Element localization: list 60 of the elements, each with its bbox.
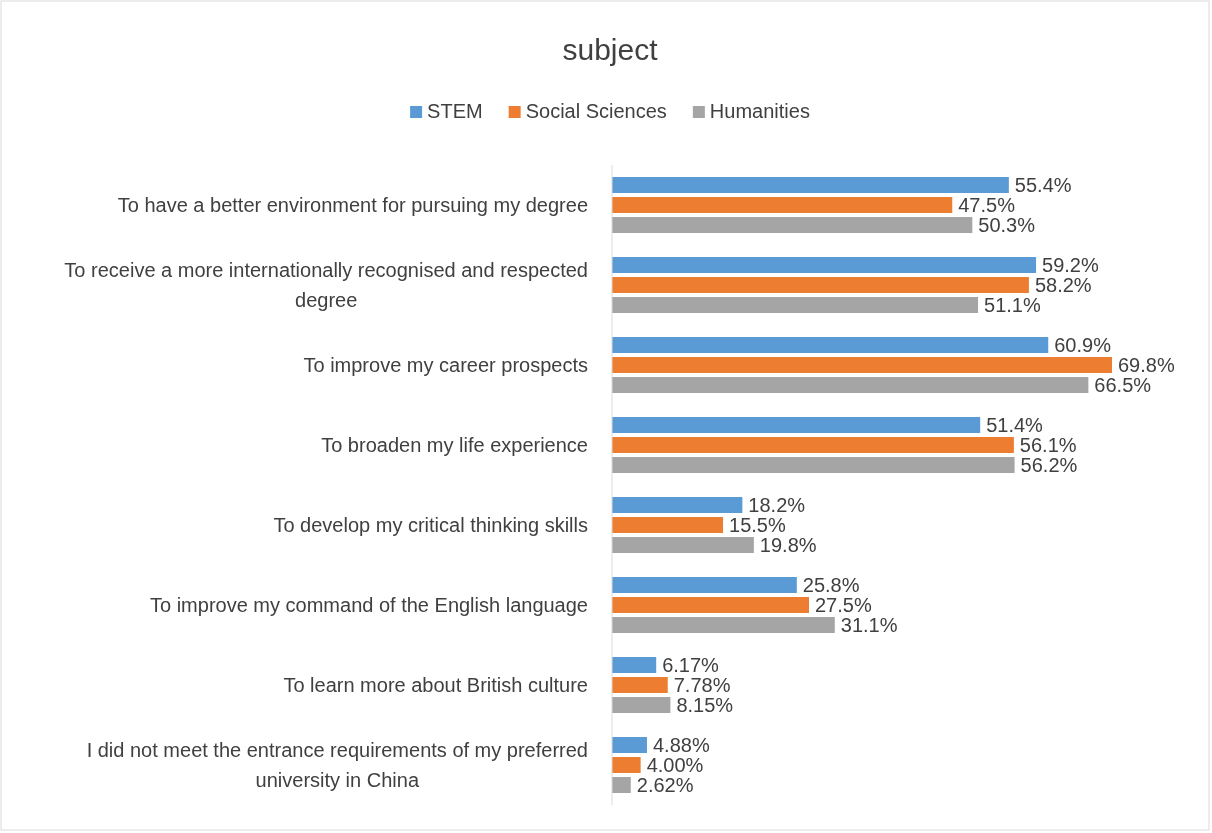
data-label: 2.62% (636, 774, 694, 796)
data-label: 56.1% (1019, 434, 1077, 456)
bar (612, 197, 953, 213)
bar (612, 597, 809, 613)
bar (612, 417, 981, 433)
bar (612, 657, 657, 673)
bar (612, 357, 1112, 373)
bar (612, 257, 1037, 273)
data-label: 7.78% (673, 674, 731, 696)
bar (612, 217, 973, 233)
data-label: 4.00% (646, 754, 704, 776)
bar (612, 517, 724, 533)
data-label: 19.8% (759, 534, 817, 556)
legend-label: Social Sciences (525, 100, 667, 122)
data-label: 58.2% (1034, 274, 1092, 296)
data-label: 8.15% (676, 694, 734, 716)
y-tick-label: I did not meet the entrance requirements of my preferred university in China (86, 739, 588, 791)
data-label: 59.2% (1042, 254, 1099, 276)
data-label: 69.8% (1118, 354, 1175, 376)
data-label: 47.5% (958, 194, 1016, 216)
data-label: 4.88% (652, 734, 710, 756)
bar (612, 697, 671, 713)
bar (612, 277, 1029, 293)
legend-label: STEM (427, 100, 483, 122)
bar (612, 297, 979, 313)
bar (612, 457, 1015, 473)
data-label: 60.9% (1054, 334, 1112, 356)
data-label: 51.4% (986, 414, 1044, 436)
data-label: 15.5% (729, 514, 786, 536)
data-label: 18.2% (748, 494, 806, 516)
data-label: 55.4% (1014, 174, 1072, 196)
bar (612, 617, 835, 633)
legend-label: Humanities (709, 100, 810, 122)
bar (612, 497, 743, 513)
y-tick-label: To develop my critical thinking skills (273, 514, 588, 536)
bar (612, 437, 1014, 453)
bar (612, 677, 668, 693)
data-label: 6.17% (662, 654, 720, 676)
data-label: 51.1% (984, 294, 1041, 316)
bar (612, 777, 631, 793)
data-label: 50.3% (978, 214, 1036, 236)
bar (612, 577, 797, 593)
bar (612, 377, 1089, 393)
bar (612, 737, 647, 753)
data-label: 31.1% (840, 614, 898, 636)
data-label: 25.8% (802, 574, 860, 596)
bar (612, 337, 1049, 353)
data-label: 56.2% (1020, 454, 1078, 476)
bar (612, 537, 754, 553)
data-label: 66.5% (1094, 374, 1152, 396)
y-tick-label: To have a better environment for pursuing my degree (117, 194, 588, 216)
bar (612, 757, 641, 773)
y-tick-label: To improve my career prospects (303, 354, 588, 376)
y-tick-label: To learn more about British culture (283, 674, 588, 696)
bar (612, 177, 1009, 193)
chart-title: subject (562, 33, 659, 66)
y-tick-label: To receive a more internationally recognised and respected degree (64, 259, 588, 311)
y-tick-label: To improve my command of the English language (149, 594, 588, 616)
data-label: 27.5% (814, 594, 872, 616)
y-tick-label: To broaden my life experience (321, 434, 588, 456)
